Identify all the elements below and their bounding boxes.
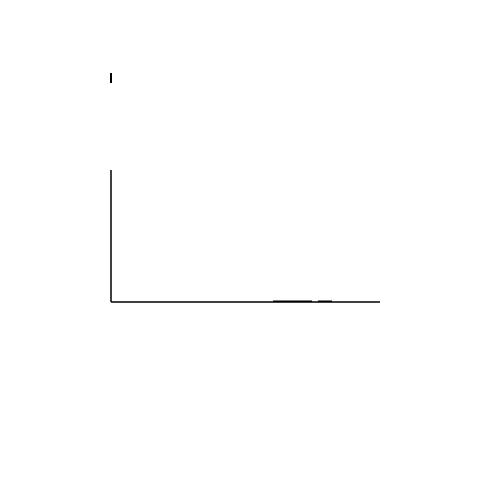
canvas-background: [0, 0, 480, 480]
drawing-canvas: [0, 0, 480, 480]
